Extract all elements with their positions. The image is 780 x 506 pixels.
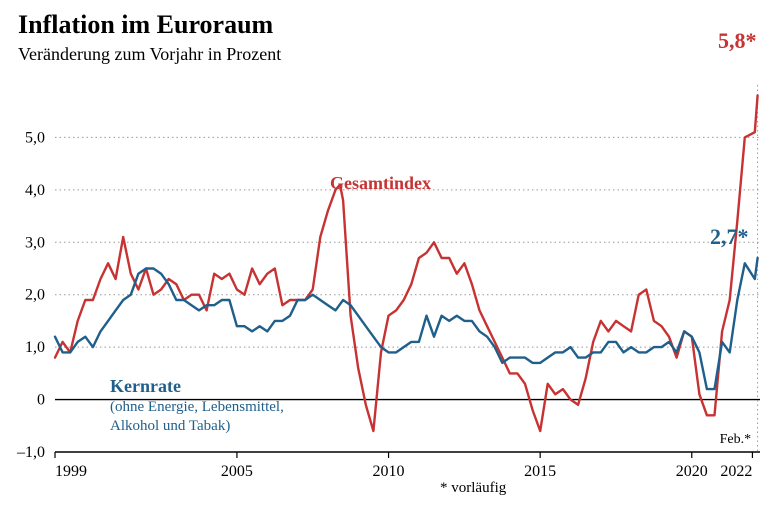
- svg-text:3,0: 3,0: [25, 234, 45, 251]
- callout-gesamtindex: 5,8*: [718, 28, 757, 54]
- svg-text:2015: 2015: [524, 463, 556, 480]
- svg-text:2010: 2010: [373, 463, 405, 480]
- callout-kernrate: 2,7*: [710, 224, 749, 250]
- svg-text:2,0: 2,0: [25, 287, 45, 304]
- svg-text:0: 0: [37, 392, 45, 409]
- svg-text:5,0: 5,0: [25, 129, 45, 146]
- footnote: * vorläufig: [440, 480, 506, 497]
- feb-label: Feb.*: [720, 432, 752, 448]
- svg-text:1999: 1999: [55, 463, 87, 480]
- series-label-kernrate: Kernrate: [110, 376, 181, 397]
- svg-text:4,0: 4,0: [25, 182, 45, 199]
- series-sublabel-kernrate: (ohne Energie, Lebensmittel,Alkohol und …: [110, 398, 284, 436]
- svg-text:1,0: 1,0: [25, 339, 45, 356]
- series-label-gesamtindex: Gesamtindex: [330, 173, 431, 194]
- svg-text:2005: 2005: [221, 463, 253, 480]
- svg-text:2020: 2020: [676, 463, 708, 480]
- svg-text:–1,0: –1,0: [16, 444, 45, 461]
- svg-text:2022: 2022: [720, 463, 752, 480]
